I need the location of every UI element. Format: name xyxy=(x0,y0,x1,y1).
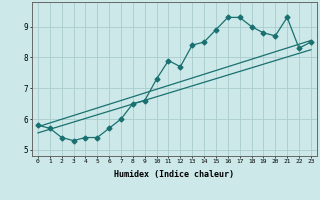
X-axis label: Humidex (Indice chaleur): Humidex (Indice chaleur) xyxy=(115,170,234,179)
